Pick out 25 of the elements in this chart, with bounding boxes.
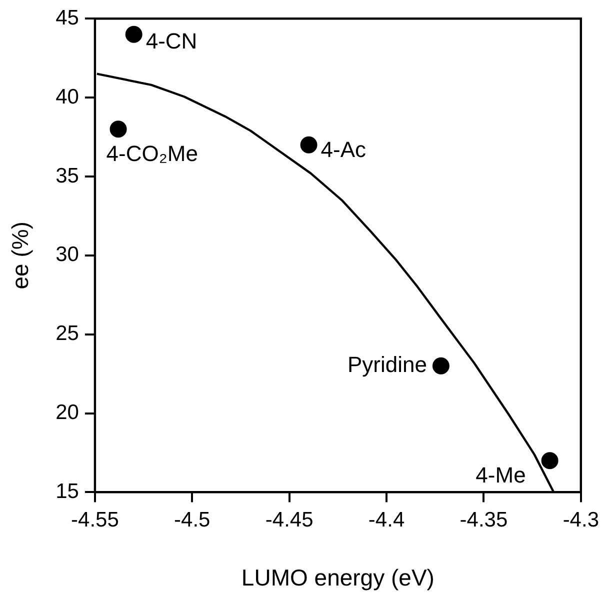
x-tick-label: -4.35 <box>460 508 508 532</box>
annotation: 4-Ac <box>320 136 366 162</box>
x-tick-label: -4.55 <box>71 508 119 532</box>
y-tick-label: 25 <box>56 322 79 346</box>
y-tick-label: 40 <box>56 85 79 108</box>
y-tick-label: 30 <box>56 243 79 266</box>
x-tick-label: -4.5 <box>174 508 210 532</box>
annotation: 4-Me <box>476 462 526 488</box>
y-tick-label: 35 <box>56 164 79 188</box>
x-axis-title: LUMO energy (eV) <box>241 564 434 591</box>
point <box>110 120 127 138</box>
x-tick-label: -4.4 <box>368 508 405 532</box>
annotation: 4-CO₂Me <box>106 141 198 166</box>
y-tick-label: 15 <box>56 480 79 503</box>
y-tick-label: 45 <box>56 6 79 30</box>
x-tick-label: -4.45 <box>265 508 314 532</box>
point <box>125 26 142 43</box>
point <box>541 452 558 470</box>
y-tick-label: 20 <box>56 401 79 424</box>
annotation: Pyridine <box>347 352 427 377</box>
annotation: 4-CN <box>146 28 198 54</box>
y-axis-title: ee (%) <box>7 222 34 290</box>
point <box>432 357 450 374</box>
x-tick-label: -4.3 <box>562 508 599 532</box>
point <box>300 136 318 154</box>
